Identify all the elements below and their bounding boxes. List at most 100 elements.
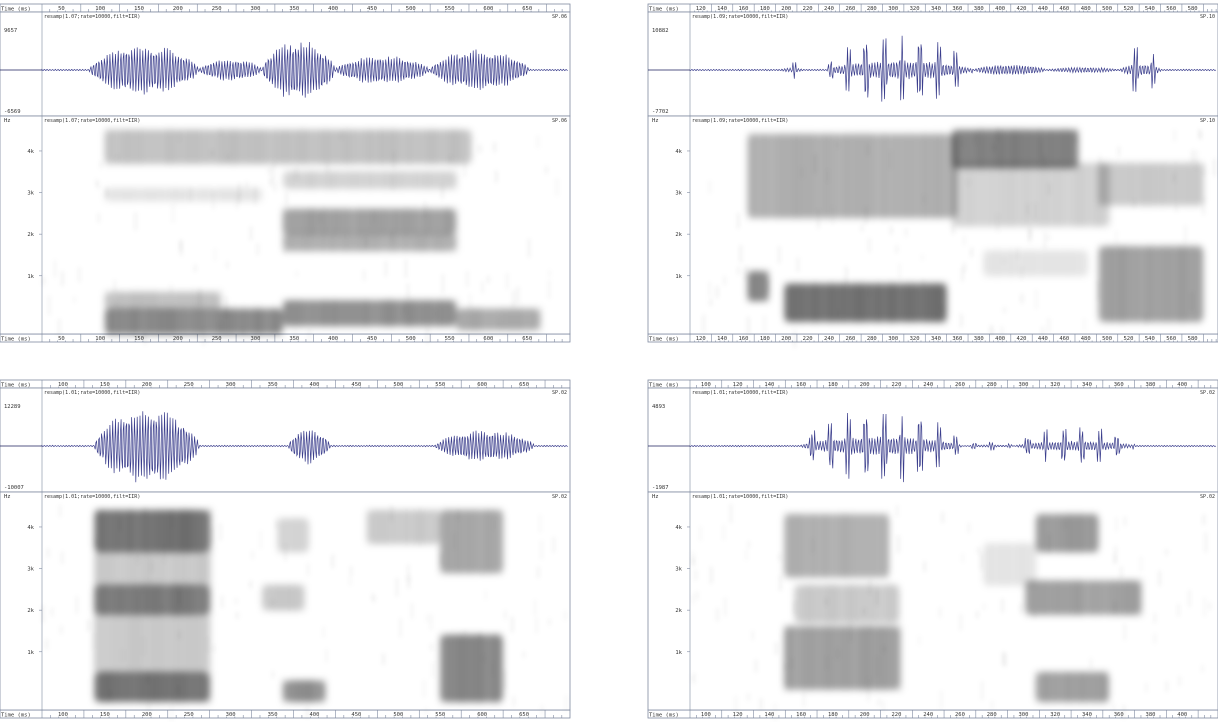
glottal-striation <box>162 186 164 203</box>
tick-label-bg <box>757 334 772 341</box>
time-tick-label: 300 <box>888 6 898 12</box>
time-tick-label: 300 <box>226 382 236 388</box>
glottal-striation <box>955 161 957 228</box>
glottal-striation <box>398 298 400 328</box>
tick-label-bg <box>921 380 936 387</box>
glottal-striation <box>190 670 192 704</box>
time-tick-label: 500 <box>393 712 403 718</box>
noise-streak <box>896 245 898 254</box>
noise-streak <box>752 630 754 641</box>
glottal-striation <box>318 169 320 191</box>
glottal-striation <box>140 186 142 203</box>
noise-streak <box>170 283 172 295</box>
glottal-striation <box>1022 161 1024 228</box>
glottal-striation <box>164 549 167 588</box>
glottal-striation <box>1041 248 1043 278</box>
glottal-striation <box>306 516 308 554</box>
glottal-striation <box>177 549 179 588</box>
tick-label-bg <box>950 4 965 11</box>
glottal-striation <box>164 508 167 554</box>
glottal-striation <box>389 128 392 166</box>
glottal-striation <box>449 508 452 575</box>
glottal-striation <box>807 583 809 625</box>
noise-streak <box>407 564 409 583</box>
glottal-striation <box>295 169 298 191</box>
glottal-striation <box>430 298 432 328</box>
glottal-striation <box>784 282 786 324</box>
noise-streak <box>793 600 796 614</box>
noise-streak <box>399 618 402 638</box>
glottal-striation <box>1035 161 1037 228</box>
glottal-striation <box>187 670 189 704</box>
glottal-striation <box>116 583 119 617</box>
noise-streak <box>976 611 978 619</box>
glottal-striation <box>434 508 436 546</box>
time-tick-label: 120 <box>696 6 706 12</box>
glottal-striation <box>443 508 445 575</box>
time-ruler-top: Time (ms) 100 150 200 250 300 350 400 450 500 550 6… <box>0 379 571 389</box>
glottal-striation <box>158 549 160 588</box>
time-tick-label: 400 <box>310 382 320 388</box>
glottal-striation <box>129 612 131 675</box>
glottal-striation <box>196 670 199 704</box>
glottal-striation <box>958 161 960 228</box>
glottal-striation <box>168 670 170 704</box>
glottal-striation <box>114 128 116 166</box>
glottal-striation <box>1108 161 1110 208</box>
time-tick-label: 250 <box>212 336 222 342</box>
glottal-striation <box>116 670 119 704</box>
glottal-striation <box>207 290 209 312</box>
glottal-striation <box>798 132 801 220</box>
glottal-striation <box>436 169 439 191</box>
noise-streak <box>882 700 885 713</box>
time-tick-label: 180 <box>760 336 770 342</box>
glottal-striation <box>286 678 288 704</box>
glottal-striation <box>210 290 212 312</box>
tick-label-bg <box>1164 4 1179 11</box>
noise-streak <box>213 645 215 652</box>
glottal-striation <box>980 161 983 228</box>
glottal-striation <box>363 169 365 191</box>
noise-streak <box>845 266 847 286</box>
glottal-striation <box>343 169 346 191</box>
glottal-striation <box>158 612 160 675</box>
glottal-striation <box>369 298 371 328</box>
glottal-striation <box>187 612 189 675</box>
glottal-striation <box>1080 670 1083 704</box>
glottal-striation <box>372 232 375 253</box>
noise-streak <box>1175 204 1177 213</box>
noise-streak <box>1002 651 1004 666</box>
glottal-striation <box>324 678 327 704</box>
glottal-striation <box>164 670 167 704</box>
glottal-striation <box>760 132 762 220</box>
noise-streak <box>1213 158 1216 177</box>
glottal-striation <box>321 678 323 704</box>
glottal-striation <box>1130 244 1133 324</box>
glottal-striation <box>293 128 296 166</box>
noise-streak <box>235 597 237 605</box>
glottal-striation <box>1137 244 1139 324</box>
glottal-striation <box>165 186 168 203</box>
glottal-striation <box>993 541 995 588</box>
glottal-striation <box>401 169 403 191</box>
glottal-striation <box>411 207 413 237</box>
spectrogram-file-label: SP.10 <box>1200 118 1215 124</box>
noise-streak <box>1173 129 1176 142</box>
glottal-striation <box>401 207 403 237</box>
freq-tick-label: 3k <box>675 191 682 197</box>
glottal-striation <box>136 549 138 588</box>
glottal-striation <box>382 298 384 328</box>
time-tick-label: 260 <box>845 6 855 12</box>
noise-streak <box>373 595 375 603</box>
glottal-striation <box>980 128 983 170</box>
glottal-striation <box>1070 161 1072 228</box>
glottal-striation <box>347 298 349 328</box>
glottal-striation <box>989 541 992 588</box>
tick-label-bg <box>1164 334 1179 341</box>
glottal-striation <box>334 298 336 328</box>
glottal-striation <box>97 583 99 617</box>
glottal-striation <box>206 549 208 588</box>
glottal-striation <box>894 132 897 220</box>
glottal-striation <box>915 282 917 324</box>
glottal-striation <box>856 132 858 220</box>
